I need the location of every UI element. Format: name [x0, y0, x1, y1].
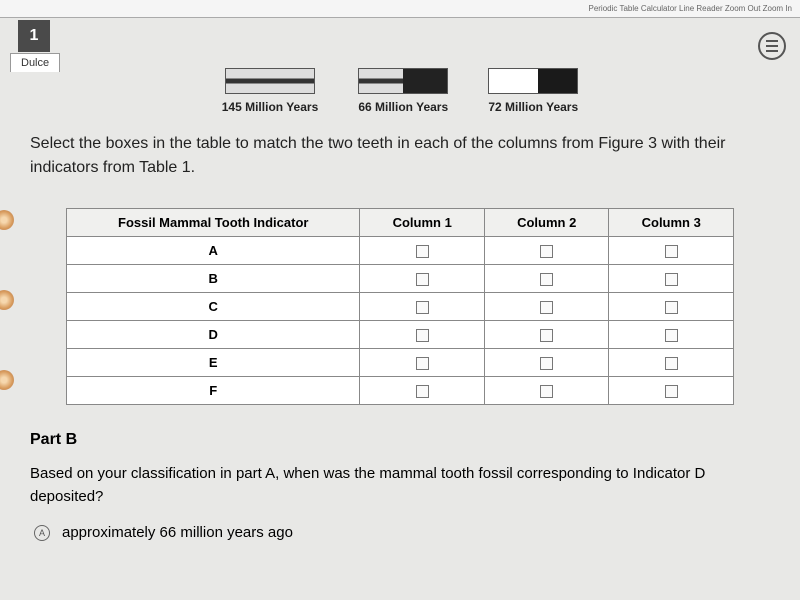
col-header-3: Column 3	[609, 209, 734, 237]
row-label: E	[67, 349, 360, 377]
table-row: A	[67, 237, 734, 265]
row-label: D	[67, 321, 360, 349]
radio-icon[interactable]: A	[34, 525, 50, 541]
content-area: 145 Million Years 66 Million Years 72 Mi…	[0, 60, 800, 541]
checkbox[interactable]	[665, 385, 678, 398]
table-row: C	[67, 293, 734, 321]
row-label: C	[67, 293, 360, 321]
checkbox[interactable]	[665, 245, 678, 258]
stratum-image-2	[358, 68, 448, 94]
checkbox[interactable]	[665, 357, 678, 370]
checkbox[interactable]	[540, 301, 553, 314]
menu-icon[interactable]	[758, 32, 786, 60]
part-b-question: Based on your classification in part A, …	[30, 463, 770, 508]
col-header-indicator: Fossil Mammal Tooth Indicator	[67, 209, 360, 237]
row-label: A	[67, 237, 360, 265]
part-b-title: Part B	[30, 431, 770, 449]
timeline-label-3: 72 Million Years	[488, 100, 578, 114]
table-row: E	[67, 349, 734, 377]
timeline-row: 145 Million Years 66 Million Years 72 Mi…	[30, 68, 770, 114]
toolbar: Periodic Table Calculator Line Reader Zo…	[0, 0, 800, 18]
table-row: B	[67, 265, 734, 293]
stratum-image-3	[488, 68, 578, 94]
col-header-1: Column 1	[360, 209, 485, 237]
table-row: D	[67, 321, 734, 349]
checkbox[interactable]	[540, 329, 553, 342]
checkbox[interactable]	[416, 385, 429, 398]
checkbox[interactable]	[416, 273, 429, 286]
checkbox[interactable]	[416, 245, 429, 258]
table-header-row: Fossil Mammal Tooth Indicator Column 1 C…	[67, 209, 734, 237]
stratum-image-1	[225, 68, 315, 94]
checkbox[interactable]	[665, 273, 678, 286]
timeline-item-1: 145 Million Years	[222, 68, 319, 114]
student-tab[interactable]: Dulce	[10, 53, 60, 72]
checkbox[interactable]	[416, 329, 429, 342]
indicator-table: Fossil Mammal Tooth Indicator Column 1 C…	[66, 208, 734, 405]
timeline-item-2: 66 Million Years	[358, 68, 448, 114]
col-header-2: Column 2	[484, 209, 609, 237]
timeline-label-2: 66 Million Years	[358, 100, 448, 114]
checkbox[interactable]	[416, 301, 429, 314]
checkbox[interactable]	[665, 329, 678, 342]
option-text: approximately 66 million years ago	[62, 524, 293, 541]
checkbox[interactable]	[540, 357, 553, 370]
table-body: A B C D	[67, 237, 734, 405]
question-number-badge: 1	[18, 20, 50, 52]
toolbar-links[interactable]: Periodic Table Calculator Line Reader Zo…	[588, 4, 792, 13]
timeline-item-3: 72 Million Years	[488, 68, 578, 114]
answer-option[interactable]: A approximately 66 million years ago	[30, 524, 770, 541]
checkbox[interactable]	[416, 357, 429, 370]
table-row: F	[67, 377, 734, 405]
checkbox[interactable]	[665, 301, 678, 314]
row-label: B	[67, 265, 360, 293]
checkbox[interactable]	[540, 273, 553, 286]
header: 1 Dulce	[0, 18, 800, 60]
checkbox[interactable]	[540, 245, 553, 258]
timeline-label-1: 145 Million Years	[222, 100, 319, 114]
checkbox[interactable]	[540, 385, 553, 398]
row-label: F	[67, 377, 360, 405]
table-wrapper: Fossil Mammal Tooth Indicator Column 1 C…	[30, 208, 770, 405]
instruction-text: Select the boxes in the table to match t…	[30, 132, 770, 180]
